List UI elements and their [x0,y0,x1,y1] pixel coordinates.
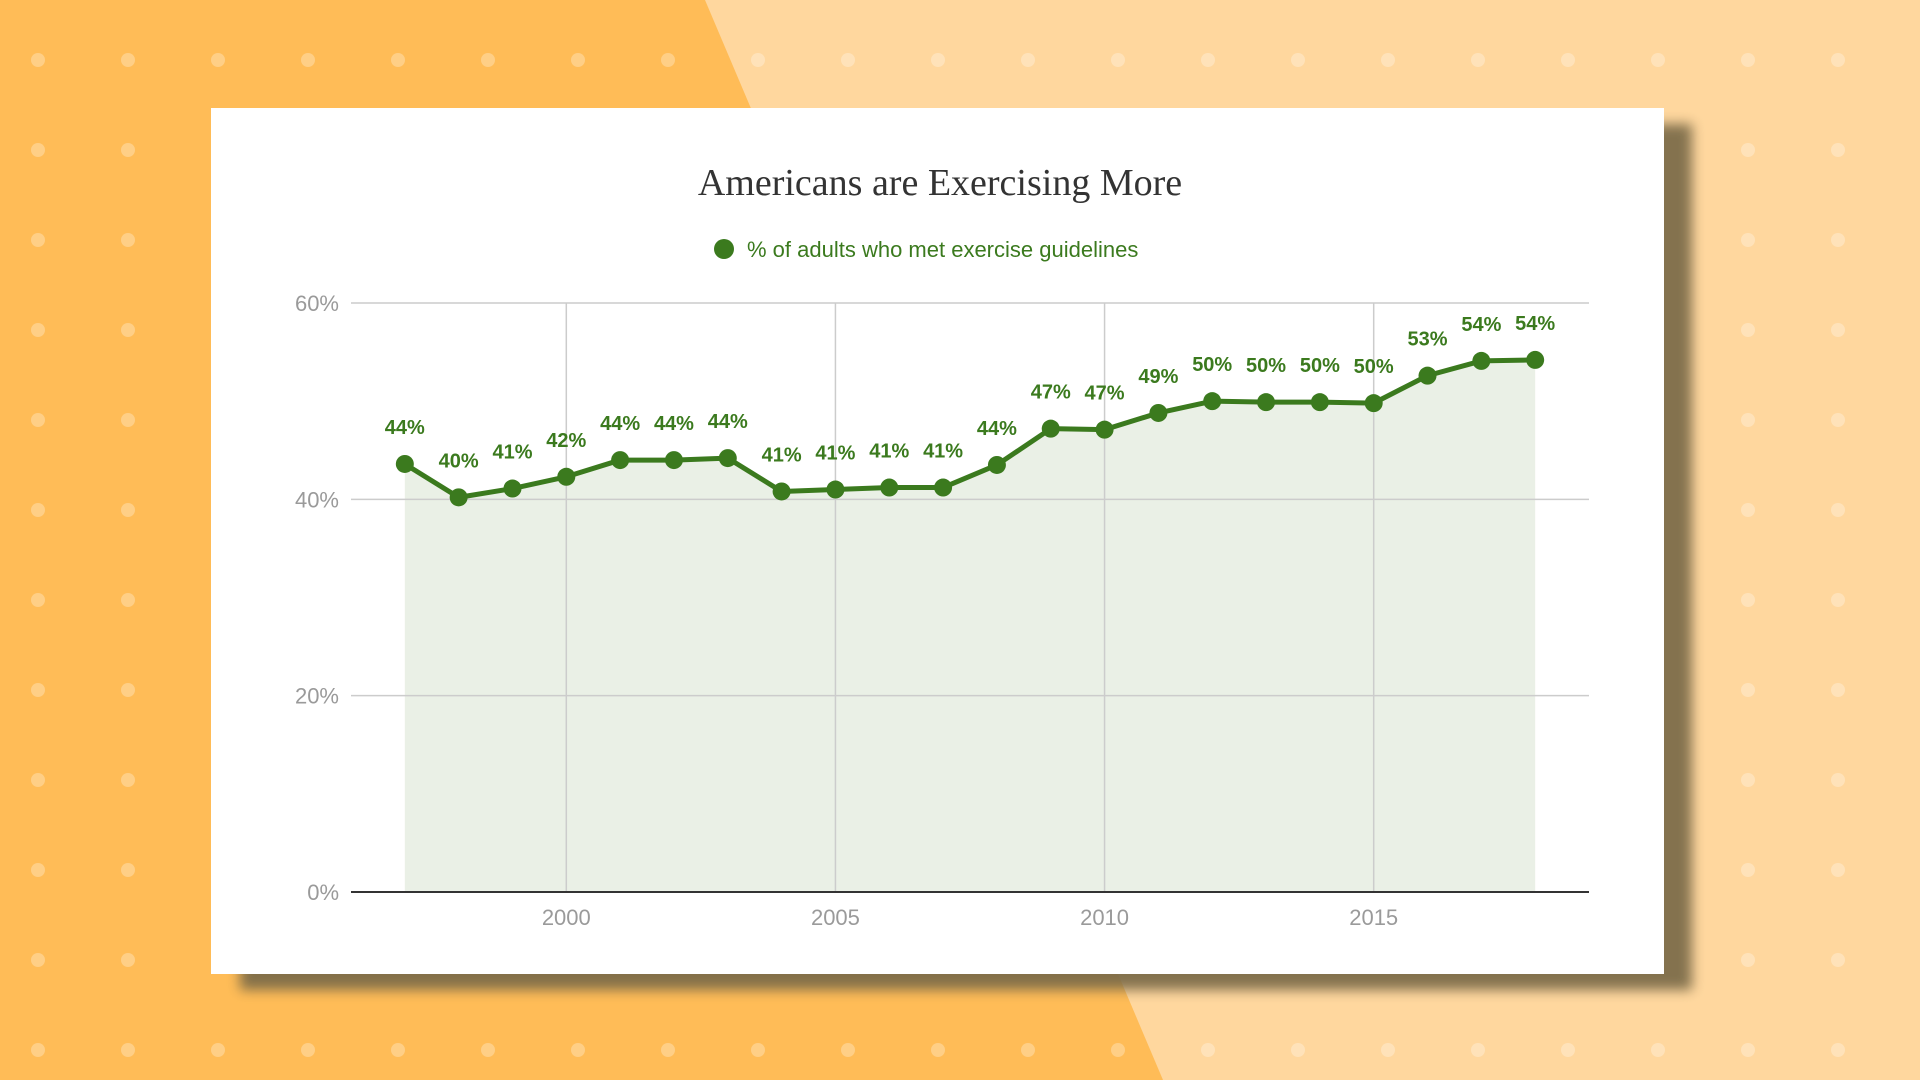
axis-layer: 0% 20% 40% 60% 2000 2005 2010 2015 [295,291,1589,930]
data-label: 44% [654,413,694,435]
data-label: 41% [923,441,963,463]
data-point [664,451,683,470]
line-chart: Americans are Exercising More % of adult… [295,162,1589,930]
data-point [449,488,468,507]
x-tick-label: 2000 [542,905,591,930]
chart-card: Americans are Exercising More % of adult… [211,108,1664,974]
area-layer [404,359,1536,892]
chart-title: Americans are Exercising More [698,162,1182,204]
data-point [1203,392,1222,411]
data-label: 41% [492,442,532,464]
data-point [987,455,1006,474]
plot-area: 0% 20% 40% 60% 2000 2005 2010 2015 44% 40% 41% 42%… [295,291,1589,930]
data-label: 53% [1408,329,1448,351]
data-label: 44% [708,411,748,433]
data-label: 41% [762,444,802,466]
data-label: 50% [1300,355,1340,377]
data-point [1472,351,1491,370]
y-tick-label: 60% [295,291,339,316]
x-tick-label: 2005 [811,905,860,930]
data-label: 47% [1085,383,1125,405]
data-point [880,478,899,497]
data-point [611,451,630,470]
data-point [1149,403,1168,422]
data-point [1526,350,1545,369]
series-area [404,359,1536,892]
data-label: 54% [1461,314,1501,336]
legend-marker-icon [714,239,734,259]
x-tick-label: 2015 [1349,905,1398,930]
data-label: 42% [546,430,586,452]
data-point [1041,419,1060,438]
data-label: 44% [385,417,425,439]
data-point [826,480,845,499]
data-point [1364,394,1383,413]
series-line [403,357,1536,500]
data-label: 44% [977,418,1017,440]
data-point [718,449,737,468]
line-layer [403,357,1536,500]
y-tick-label: 40% [295,487,339,512]
data-point [1257,393,1276,412]
data-point [503,479,522,498]
legend: % of adults who met exercise guidelines [714,237,1138,262]
data-label: 40% [439,450,479,472]
data-label: 41% [869,441,909,463]
data-point [934,478,953,497]
data-point [557,467,576,486]
data-label: 47% [1031,382,1071,404]
data-label: 41% [815,443,855,465]
point-layer [395,350,1545,507]
label-layer: 44% 40% 41% 42% 44% 44% 44% 41% 41% 41% 41% 44% 47% 4… [385,313,1556,472]
x-tick-label: 2010 [1080,905,1129,930]
data-point [1418,366,1437,385]
y-tick-label: 0% [307,880,339,905]
data-label: 54% [1515,313,1555,335]
data-label: 50% [1246,355,1286,377]
data-label: 49% [1138,366,1178,388]
data-point [772,482,791,501]
legend-label: % of adults who met exercise guidelines [747,237,1138,262]
data-point [1095,420,1114,439]
data-point [395,454,414,473]
y-tick-label: 20% [295,684,339,709]
data-label: 50% [1192,354,1232,376]
data-label: 50% [1354,356,1394,378]
data-point [1310,393,1329,412]
data-label: 44% [600,413,640,435]
